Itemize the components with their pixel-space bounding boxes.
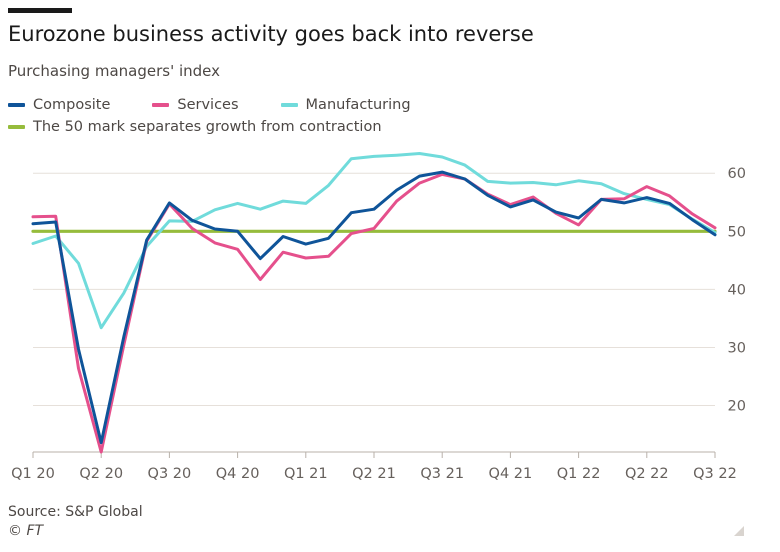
brand-bar — [8, 8, 72, 13]
y-tick-label: 30 — [728, 340, 746, 356]
legend-label: Manufacturing — [305, 97, 411, 113]
legend-label: The 50 mark separates growth from contra… — [33, 119, 382, 135]
x-tick-label: Q3 20 — [148, 466, 192, 482]
legend-swatch — [8, 125, 25, 129]
x-tick-label: Q2 21 — [352, 466, 396, 482]
composite-line — [31, 170, 717, 445]
x-tick-label: Q3 21 — [420, 466, 464, 482]
legend-item-composite: Composite — [8, 97, 110, 113]
y-tick-label: 20 — [728, 399, 746, 415]
copyright-credit: © FT — [8, 523, 44, 539]
y-tick-label: 60 — [728, 166, 746, 182]
x-tick-label: Q2 22 — [625, 466, 669, 482]
legend-swatch — [280, 103, 298, 107]
chart-title: Eurozone business activity goes back int… — [8, 22, 534, 46]
legend-label: Services — [177, 97, 239, 113]
legend-item-50-mark: The 50 mark separates growth from contra… — [8, 119, 382, 135]
x-tick-label: Q2 20 — [79, 466, 123, 482]
legend-swatch — [8, 103, 25, 107]
x-tick-label: Q1 21 — [284, 466, 328, 482]
y-tick-label: 40 — [728, 282, 746, 298]
x-tick-label: Q1 22 — [557, 466, 601, 482]
x-tick-label: Q3 22 — [693, 466, 737, 482]
legend-swatch — [152, 103, 170, 107]
legend-item-manufacturing: Manufacturing — [280, 97, 411, 113]
y-tick-label: 50 — [728, 224, 746, 240]
services-line — [31, 172, 717, 454]
legend-label: Composite — [33, 97, 111, 113]
source-note: Source: S&P Global — [8, 504, 143, 520]
manufacturing-line — [31, 152, 717, 330]
legend-item-services: Services — [152, 97, 239, 113]
x-tick-label: Q4 20 — [216, 466, 260, 482]
resize-corner-icon — [734, 526, 744, 536]
x-tick-label: Q1 20 — [11, 466, 55, 482]
chart-subtitle: Purchasing managers' index — [8, 62, 221, 80]
legend: Composite Services Manufacturing The 50 … — [8, 94, 453, 138]
x-tick-label: Q4 21 — [489, 466, 533, 482]
